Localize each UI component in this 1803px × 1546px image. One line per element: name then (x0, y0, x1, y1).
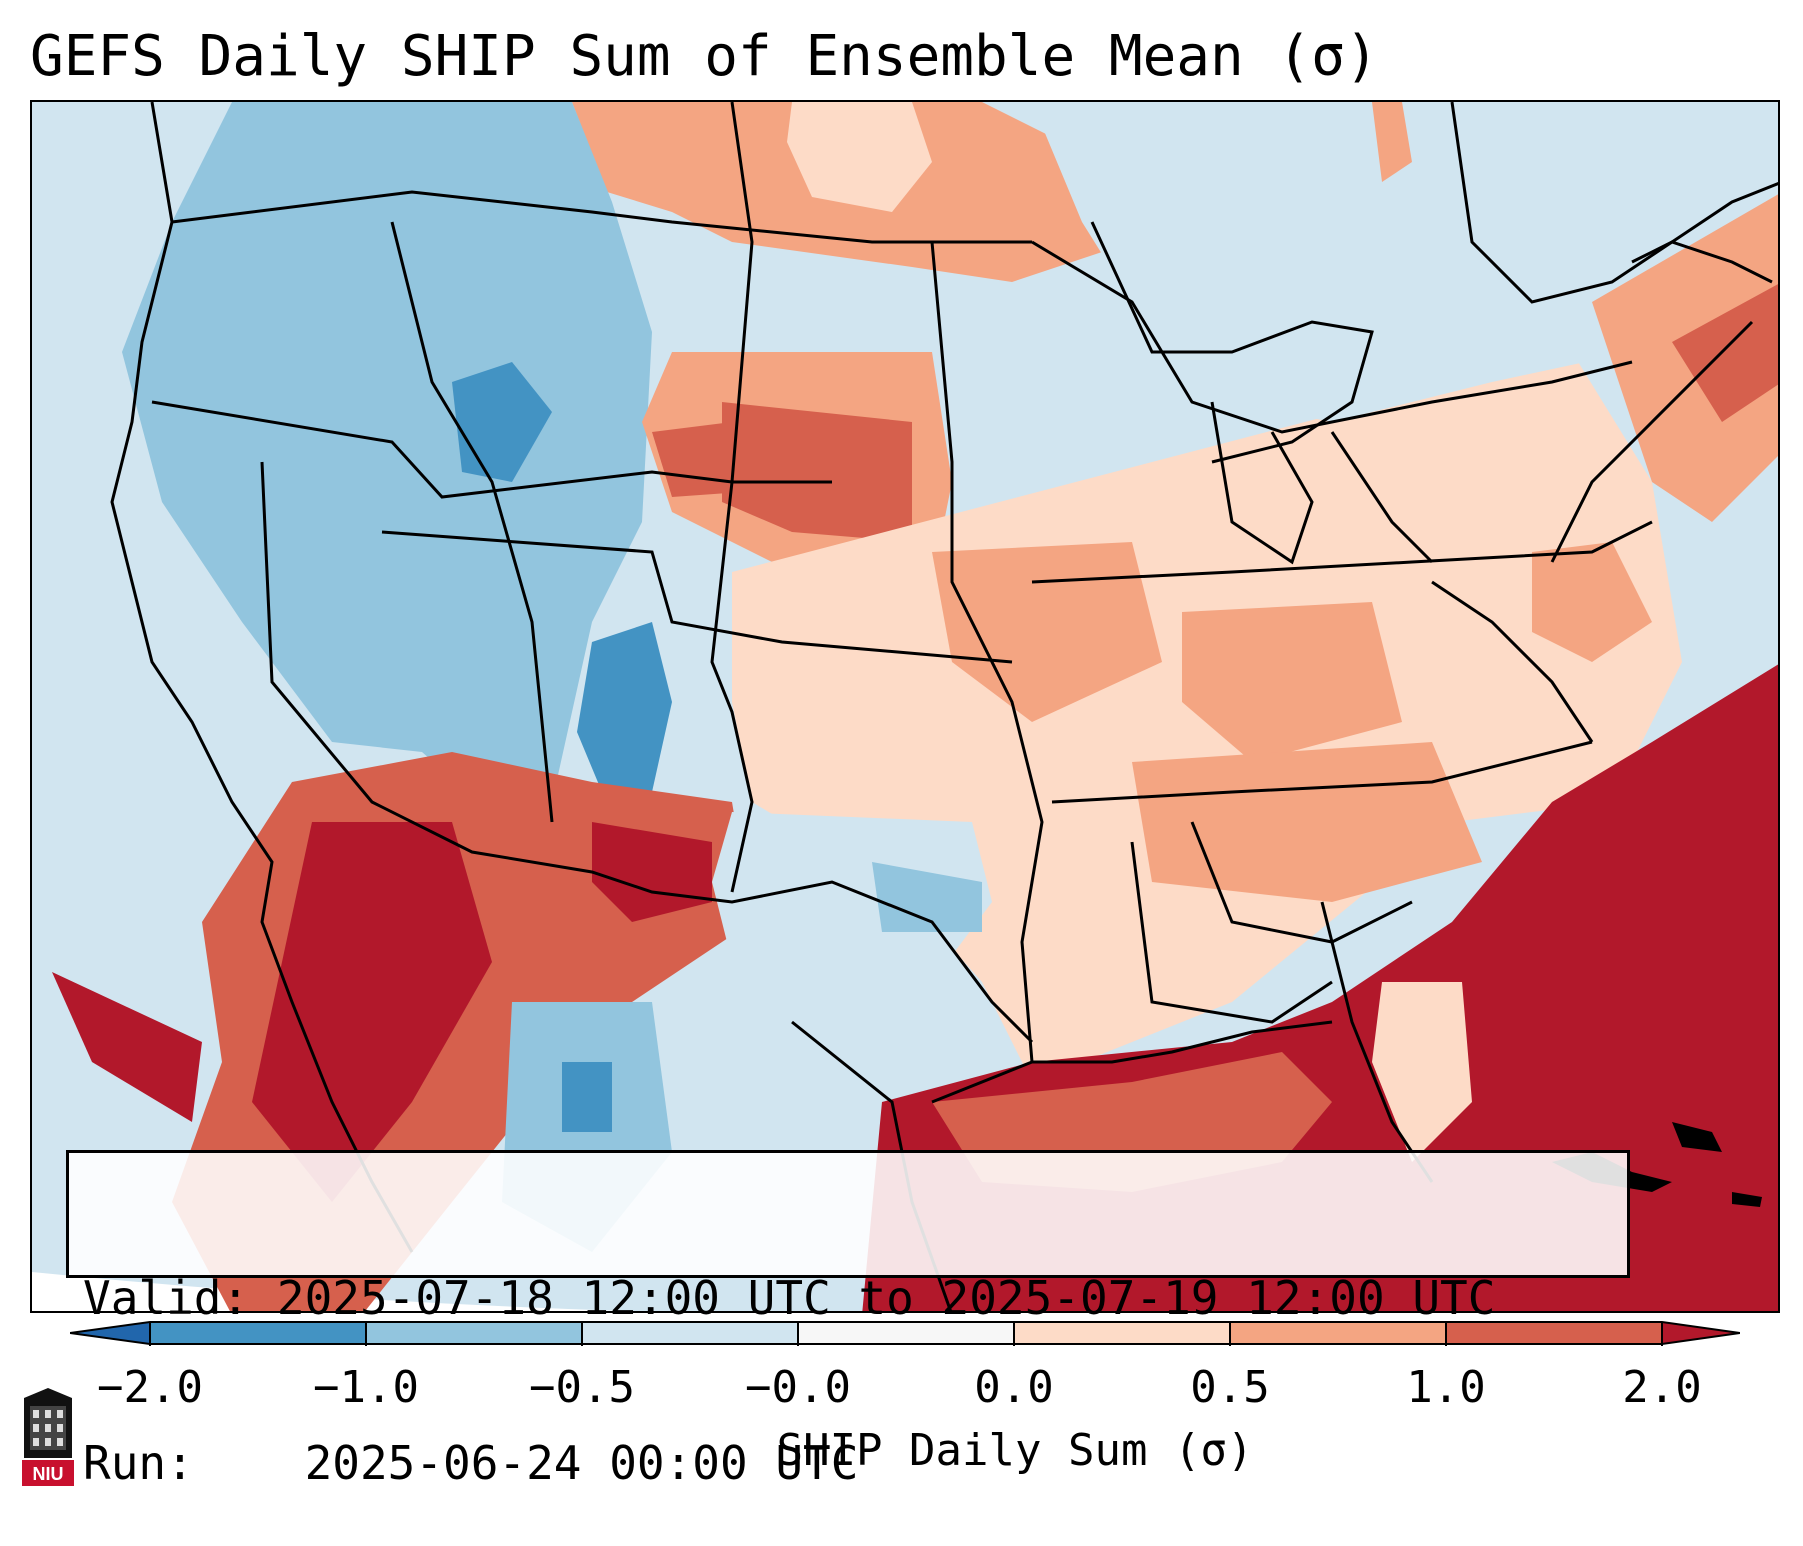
run-line: Run: 2025-06-24 00:00 UTC (83, 1436, 1613, 1491)
colorbar-extend-low (70, 1322, 150, 1344)
valid-label: Valid: (83, 1271, 250, 1325)
valid-value: 2025-07-18 12:00 UTC to 2025-07-19 12:00… (276, 1271, 1496, 1325)
colorbar-bin (366, 1322, 582, 1344)
colorbar-bin (1230, 1322, 1446, 1344)
colorbar-tick-label: −0.0 (745, 1362, 851, 1413)
colorbar-tick-label: 2.0 (1622, 1362, 1702, 1413)
valid-line: Valid: 2025-07-18 12:00 UTC to 2025-07-1… (83, 1271, 1613, 1326)
colorbar-bin (150, 1322, 366, 1344)
logo-text: NIU (33, 1464, 64, 1484)
colorbar (70, 1321, 1740, 1346)
niu-logo-icon: NIU (20, 1388, 76, 1488)
coastlines-borders (110, 102, 1778, 1311)
run-label: Run: (83, 1436, 194, 1490)
colorbar-bin (1446, 1322, 1662, 1344)
colorbar-bin (582, 1322, 798, 1344)
colorbar-bin (798, 1322, 1014, 1344)
colorbar-tick-label: −0.5 (529, 1362, 635, 1413)
map-title: GEFS Daily SHIP Sum of Ensemble Mean (σ) (30, 24, 1379, 89)
colorbar-extend-high (1662, 1322, 1740, 1344)
colorbar-tick-label: 0.5 (1190, 1362, 1270, 1413)
colorbar-tick-label: −2.0 (97, 1362, 203, 1413)
colorbar-tick-label: 0.0 (974, 1362, 1054, 1413)
projection-edge (32, 1272, 627, 1311)
colorbar-tick-label: 1.0 (1406, 1362, 1486, 1413)
ship-map (32, 102, 1778, 1311)
valid-run-info: Valid: 2025-07-18 12:00 UTC to 2025-07-1… (66, 1150, 1630, 1490)
run-value: 2025-06-24 00:00 UTC (304, 1436, 859, 1490)
map-panel (30, 100, 1780, 1313)
colorbar-bin (1014, 1322, 1230, 1344)
colorbar-tick-label: −1.0 (313, 1362, 419, 1413)
colorbar-label: SHIP Daily Sum (σ) (776, 1425, 1254, 1476)
